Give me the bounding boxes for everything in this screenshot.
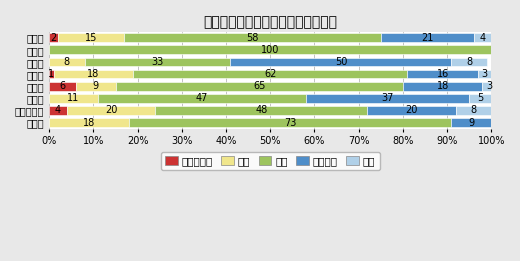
Bar — [54, 70, 133, 78]
Text: 18: 18 — [83, 117, 95, 128]
Text: 5: 5 — [477, 93, 483, 103]
Text: 50: 50 — [335, 57, 347, 67]
Bar — [49, 118, 129, 127]
Bar — [451, 57, 487, 66]
Text: 62: 62 — [264, 69, 277, 79]
Bar — [124, 33, 381, 42]
Text: 2: 2 — [50, 33, 57, 43]
Bar — [306, 94, 469, 103]
Text: 16: 16 — [436, 69, 449, 79]
Bar — [49, 33, 58, 42]
Text: 18: 18 — [436, 81, 449, 91]
Bar — [49, 70, 54, 78]
Text: 8: 8 — [64, 57, 70, 67]
Text: 20: 20 — [105, 105, 118, 115]
Text: 1: 1 — [48, 69, 55, 79]
Bar — [98, 94, 306, 103]
Text: 3: 3 — [486, 81, 492, 91]
Bar — [115, 82, 403, 91]
Text: 37: 37 — [381, 93, 394, 103]
Text: 9: 9 — [469, 117, 474, 128]
Text: 11: 11 — [68, 93, 80, 103]
Bar — [49, 106, 67, 115]
Bar — [403, 82, 483, 91]
Legend: かなり強い, 強い, 普通, やや弱い, 弱い: かなり強い, 強い, 普通, やや弱い, 弱い — [161, 152, 380, 170]
Text: 8: 8 — [471, 105, 477, 115]
Text: 100: 100 — [261, 45, 279, 55]
Bar — [129, 118, 451, 127]
Bar — [230, 57, 451, 66]
Text: 3: 3 — [482, 69, 488, 79]
Bar — [474, 33, 491, 42]
Text: 8: 8 — [466, 57, 472, 67]
Bar — [58, 33, 124, 42]
Bar — [451, 118, 491, 127]
Bar — [478, 70, 491, 78]
Bar — [49, 45, 491, 54]
Bar — [368, 106, 456, 115]
Text: 6: 6 — [59, 81, 66, 91]
Text: 47: 47 — [196, 93, 208, 103]
Title: 経営者の供給意欲について（割合）: 経営者の供給意欲について（割合） — [203, 15, 337, 29]
Text: 18: 18 — [87, 69, 99, 79]
Text: 65: 65 — [253, 81, 265, 91]
Bar — [407, 70, 478, 78]
Bar — [469, 94, 491, 103]
Bar — [381, 33, 474, 42]
Bar — [76, 82, 115, 91]
Bar — [456, 106, 491, 115]
Text: 4: 4 — [479, 33, 486, 43]
Text: 21: 21 — [421, 33, 433, 43]
Text: 4: 4 — [55, 105, 61, 115]
Bar — [49, 57, 85, 66]
Text: 33: 33 — [151, 57, 164, 67]
Bar — [483, 82, 496, 91]
Bar — [85, 57, 230, 66]
Bar — [49, 94, 98, 103]
Text: 58: 58 — [246, 33, 259, 43]
Text: 20: 20 — [406, 105, 418, 115]
Text: 73: 73 — [284, 117, 296, 128]
Bar — [67, 106, 155, 115]
Text: 48: 48 — [255, 105, 267, 115]
Bar — [133, 70, 407, 78]
Bar — [155, 106, 368, 115]
Text: 15: 15 — [85, 33, 97, 43]
Text: 9: 9 — [93, 81, 99, 91]
Bar — [49, 82, 76, 91]
